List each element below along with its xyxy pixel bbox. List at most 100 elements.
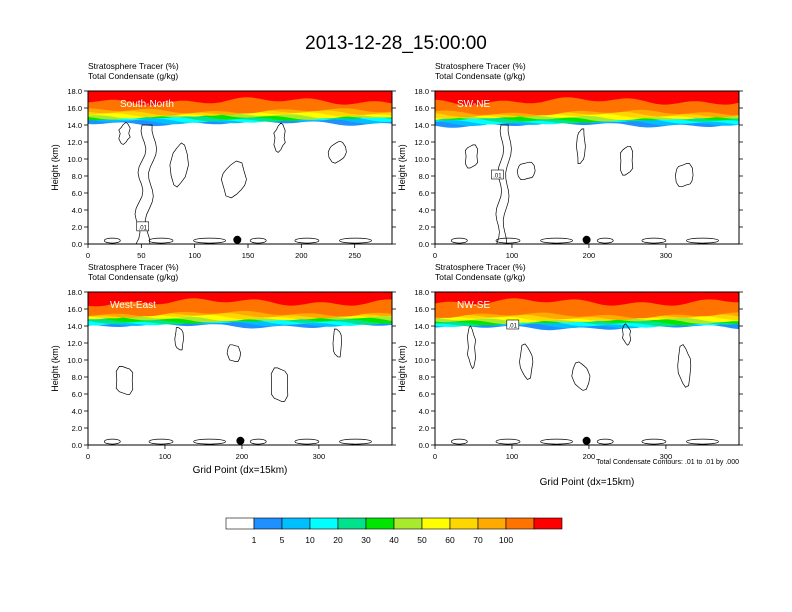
colorbar-swatch [365, 517, 395, 530]
x-tick-label: 200 [583, 452, 596, 461]
y-tick-label: 18.0 [67, 87, 82, 96]
colorbar-swatch [449, 517, 479, 530]
contour-line [622, 323, 632, 346]
y-tick-label: 4.0 [72, 206, 82, 215]
colorbar-label: 100 [499, 535, 513, 545]
contour-line [571, 361, 591, 391]
y-tick-label: 0.0 [419, 441, 429, 450]
y-tick-label: 14.0 [67, 322, 82, 331]
contour-line [677, 344, 692, 388]
location-marker [233, 235, 242, 244]
y-tick-label: 16.0 [414, 305, 429, 314]
contour-line [294, 237, 320, 244]
contour-line [103, 438, 121, 445]
section-name: SW-NE [457, 99, 490, 110]
contour-line [332, 328, 342, 358]
y-tick-label: 6.0 [72, 189, 82, 198]
x-tick-label: 300 [313, 452, 326, 461]
x-tick-label: 200 [236, 452, 249, 461]
contour-line [249, 237, 267, 244]
y-tick-label: 6.0 [72, 390, 82, 399]
y-tick-label: 12.0 [414, 339, 429, 348]
contour-line [193, 237, 226, 244]
x-tick-label: 100 [159, 452, 172, 461]
y-axis-label: Height (km) [397, 345, 407, 392]
y-tick-label: 0.0 [419, 240, 429, 249]
y-tick-label: 2.0 [72, 223, 82, 232]
tracer-band [88, 292, 392, 307]
contour-label-box [506, 319, 520, 330]
colorbar-label: 40 [389, 535, 399, 545]
x-tick-label: 100 [506, 452, 519, 461]
x-tick-label: 0 [86, 251, 90, 260]
y-axis-label: Height (km) [397, 144, 407, 191]
contour-column [134, 124, 157, 244]
y-tick-label: 4.0 [72, 407, 82, 416]
contour-line [464, 144, 479, 169]
contour-line [619, 145, 634, 176]
contour-line [273, 122, 286, 153]
x-tick-label: 200 [295, 251, 308, 260]
contour-line [339, 438, 372, 445]
location-marker [236, 436, 245, 445]
y-tick-label: 6.0 [419, 390, 429, 399]
plot-frame [87, 291, 393, 446]
condensate-contours [450, 323, 719, 445]
contour-line [596, 438, 614, 445]
contour-column [495, 124, 512, 244]
y-tick-label: 18.0 [67, 288, 82, 297]
contour-line [576, 128, 586, 164]
contour-line [115, 366, 134, 395]
x-tick-label: 200 [583, 251, 596, 260]
tracer-label: Stratosphere Tracer (%) [88, 61, 179, 71]
contour-line [193, 438, 226, 445]
y-tick-label: 4.0 [419, 206, 429, 215]
y-tick-label: 10.0 [414, 155, 429, 164]
contour-line [148, 237, 174, 244]
contour-footnote: Total Condensate Contours: .01 to .01 by… [596, 459, 739, 466]
y-tick-label: 18.0 [414, 87, 429, 96]
y-axis-label: Height (km) [50, 345, 60, 392]
contour-line [519, 343, 534, 380]
contour-line [270, 367, 289, 402]
section-name: West-East [110, 300, 156, 311]
colorbar-label: 1 [252, 535, 257, 545]
colorbar-label: 20 [333, 535, 343, 545]
panel-nw-se: Stratosphere Tracer (%)Total Condensate … [397, 262, 743, 488]
y-tick-label: 8.0 [72, 373, 82, 382]
colorbar-swatch [225, 517, 255, 530]
contour-line [641, 237, 667, 244]
y-tick-label: 4.0 [419, 407, 429, 416]
colorbar-label: 50 [417, 535, 427, 545]
y-tick-label: 16.0 [67, 104, 82, 113]
condensate-label: Total Condensate (g/kg) [435, 272, 525, 282]
y-tick-label: 14.0 [414, 322, 429, 331]
y-tick-label: 8.0 [419, 373, 429, 382]
y-tick-label: 0.0 [72, 240, 82, 249]
y-tick-label: 2.0 [419, 424, 429, 433]
contour-line [220, 160, 247, 199]
y-tick-label: 18.0 [414, 288, 429, 297]
y-tick-label: 0.0 [72, 441, 82, 450]
tracer-field [435, 292, 739, 445]
x-tick-label: 250 [348, 251, 361, 260]
contour-line [686, 237, 719, 244]
contour-line [596, 237, 614, 244]
colorbar: 1 5 10 20 30 40 50 60 70 100 [225, 517, 563, 545]
y-axis-label: Height (km) [50, 144, 60, 191]
contour-line [294, 438, 320, 445]
contour-label-box [136, 221, 150, 232]
tracer-label: Stratosphere Tracer (%) [435, 262, 526, 272]
x-tick-label: 0 [433, 452, 437, 461]
colorbar-swatch [253, 517, 283, 530]
x-tick-label: 50 [137, 251, 145, 260]
contour-line [495, 438, 521, 445]
condensate-label: Total Condensate (g/kg) [88, 71, 178, 81]
contour-line [641, 438, 667, 445]
condensate-contours [103, 327, 372, 445]
panel-south-north: Stratosphere Tracer (%)Total Condensate … [50, 61, 396, 260]
tracer-label: Stratosphere Tracer (%) [88, 262, 179, 272]
panel-west-east: Stratosphere Tracer (%)Total Condensate … [50, 262, 396, 476]
contour-line [327, 140, 347, 164]
